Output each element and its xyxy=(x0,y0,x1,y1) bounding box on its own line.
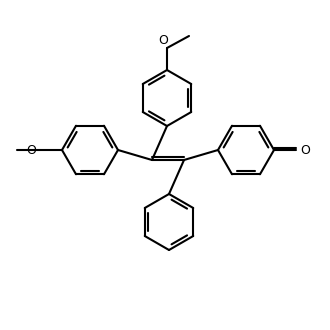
Text: O: O xyxy=(26,144,36,156)
Text: O: O xyxy=(158,34,168,47)
Text: O: O xyxy=(300,144,310,156)
